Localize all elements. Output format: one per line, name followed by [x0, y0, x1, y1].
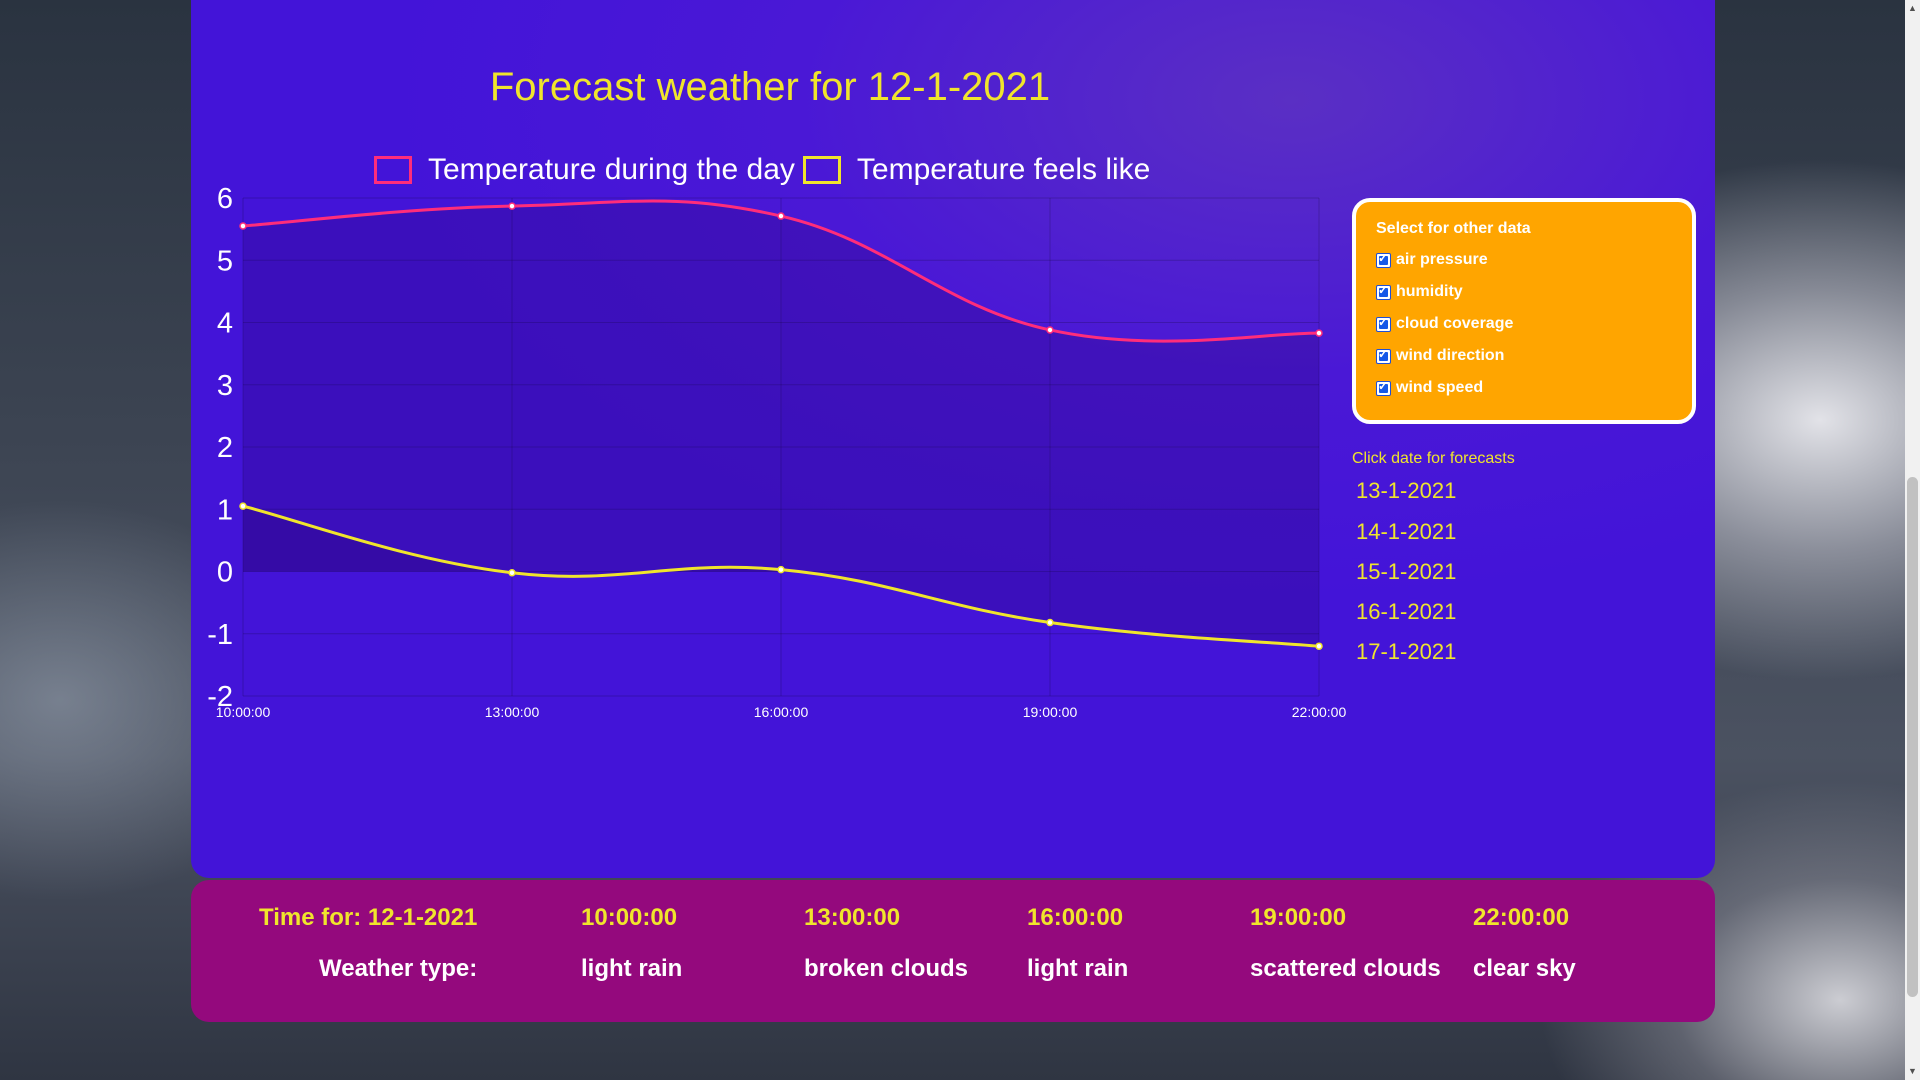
y-tick-label: 1 — [217, 494, 233, 526]
option-label: wind speed — [1396, 379, 1484, 396]
series-point-1 — [1046, 618, 1054, 627]
summary-weather-type: light rain — [581, 955, 683, 982]
summary-time: 10:00:00 — [581, 904, 678, 931]
y-tick-label: -2 — [207, 681, 233, 713]
date-link-13[interactable]: 13-1-2021 — [1356, 478, 1457, 503]
option-label: cloud coverage — [1396, 315, 1514, 332]
scroll-up-arrow-icon[interactable]: ▲ — [1908, 3, 1917, 13]
option-cloud-coverage[interactable]: ✓ cloud coverage — [1376, 308, 1692, 340]
summary-time: 16:00:00 — [1027, 904, 1124, 931]
series-point-0 — [508, 202, 516, 210]
y-tick-label: 0 — [217, 557, 233, 589]
series-point-1 — [1315, 642, 1323, 650]
series-point-0 — [1046, 326, 1054, 334]
weather-summary-panel — [191, 880, 1715, 1022]
series-point-1 — [508, 568, 516, 577]
temperature-chart: 6 5 4 3 2 1 0 -1 -210:00:00 13:00:00 16:00:00 19:00… — [207, 183, 1347, 720]
weather-type-label: Weather type: — [319, 955, 478, 982]
option-wind-direction[interactable]: ✓ wind direction — [1376, 340, 1692, 372]
chart-title: Forecast weather for 12-1-2021 — [489, 65, 1051, 109]
y-tick-label: -1 — [207, 619, 233, 651]
date-link-17[interactable]: 17-1-2021 — [1356, 639, 1457, 664]
summary-weather-type: clear sky — [1473, 955, 1576, 982]
x-tick-label: 10:00:00 — [216, 704, 271, 720]
summary-weather-type: broken clouds — [804, 955, 969, 982]
chart-legend: Temperature during the day Temperature f… — [374, 150, 1158, 190]
options-box: Select for other data ✓ air pressure ✓ h… — [1352, 198, 1696, 424]
series-point-1 — [239, 502, 247, 510]
x-tick-label: 16:00:00 — [754, 704, 809, 720]
cloud-coverage-checkbox[interactable]: ✓ — [1376, 315, 1391, 332]
humidity-checkbox[interactable]: ✓ — [1376, 283, 1391, 300]
y-tick-label: 3 — [217, 370, 233, 402]
x-tick-label: 22:00:00 — [1292, 704, 1347, 720]
y-tick-label: 6 — [217, 183, 233, 215]
x-tick-label: 19:00:00 — [1023, 704, 1078, 720]
x-tick-label: 13:00:00 — [485, 704, 540, 720]
series-point-0 — [239, 222, 247, 230]
legend-swatch-feels-like — [802, 156, 841, 184]
legend-label-day-temp: Temperature during the day — [428, 153, 795, 186]
air-pressure-checkbox[interactable]: ✓ — [1376, 251, 1391, 268]
date-link-14[interactable]: 14-1-2021 — [1356, 519, 1457, 544]
legend-label-feels-like: Temperature feels like — [856, 153, 1151, 186]
summary-weather-type: light rain — [1027, 955, 1129, 982]
series-area-1 — [243, 506, 1319, 647]
summary-time: 22:00:00 — [1473, 904, 1570, 931]
option-label: humidity — [1396, 283, 1463, 300]
date-link-16[interactable]: 16-1-2021 — [1356, 599, 1457, 624]
series-area-0 — [243, 201, 1319, 572]
summary-time: 19:00:00 — [1250, 904, 1347, 931]
wind-speed-checkbox[interactable]: ✓ — [1376, 379, 1391, 396]
series-point-0 — [777, 212, 785, 220]
option-wind-speed[interactable]: ✓ wind speed — [1376, 372, 1692, 404]
y-tick-label: 4 — [217, 308, 233, 340]
summary-weather-type: scattered clouds — [1250, 955, 1441, 982]
time-for-label: Time for: 12-1-2021 — [259, 904, 478, 931]
series-point-1 — [777, 565, 785, 574]
option-label: air pressure — [1396, 251, 1488, 268]
legend-item-feels-like[interactable]: Temperature feels like — [802, 153, 1151, 187]
option-humidity[interactable]: ✓ humidity — [1376, 276, 1692, 308]
options-title: Select for other data — [1376, 220, 1531, 237]
dates-caption: Click date for forecasts — [1352, 450, 1515, 467]
wind-direction-checkbox[interactable]: ✓ — [1376, 347, 1391, 364]
legend-item-day-temp[interactable]: Temperature during the day — [374, 153, 795, 187]
y-tick-label: 2 — [217, 432, 233, 464]
scroll-thumb[interactable] — [1907, 477, 1918, 997]
y-tick-label: 5 — [217, 245, 233, 277]
main-panel — [191, 0, 1715, 878]
option-air-pressure[interactable]: ✓ air pressure — [1376, 244, 1692, 276]
series-point-0 — [1315, 329, 1323, 337]
date-link-15[interactable]: 15-1-2021 — [1356, 559, 1457, 584]
page-scrollbar[interactable]: ▲ ▼ — [1905, 0, 1920, 1080]
legend-swatch-day-temp — [374, 156, 412, 184]
option-label: wind direction — [1396, 347, 1505, 364]
summary-time: 13:00:00 — [804, 904, 901, 931]
scroll-down-arrow-icon[interactable]: ▼ — [1908, 1066, 1917, 1076]
